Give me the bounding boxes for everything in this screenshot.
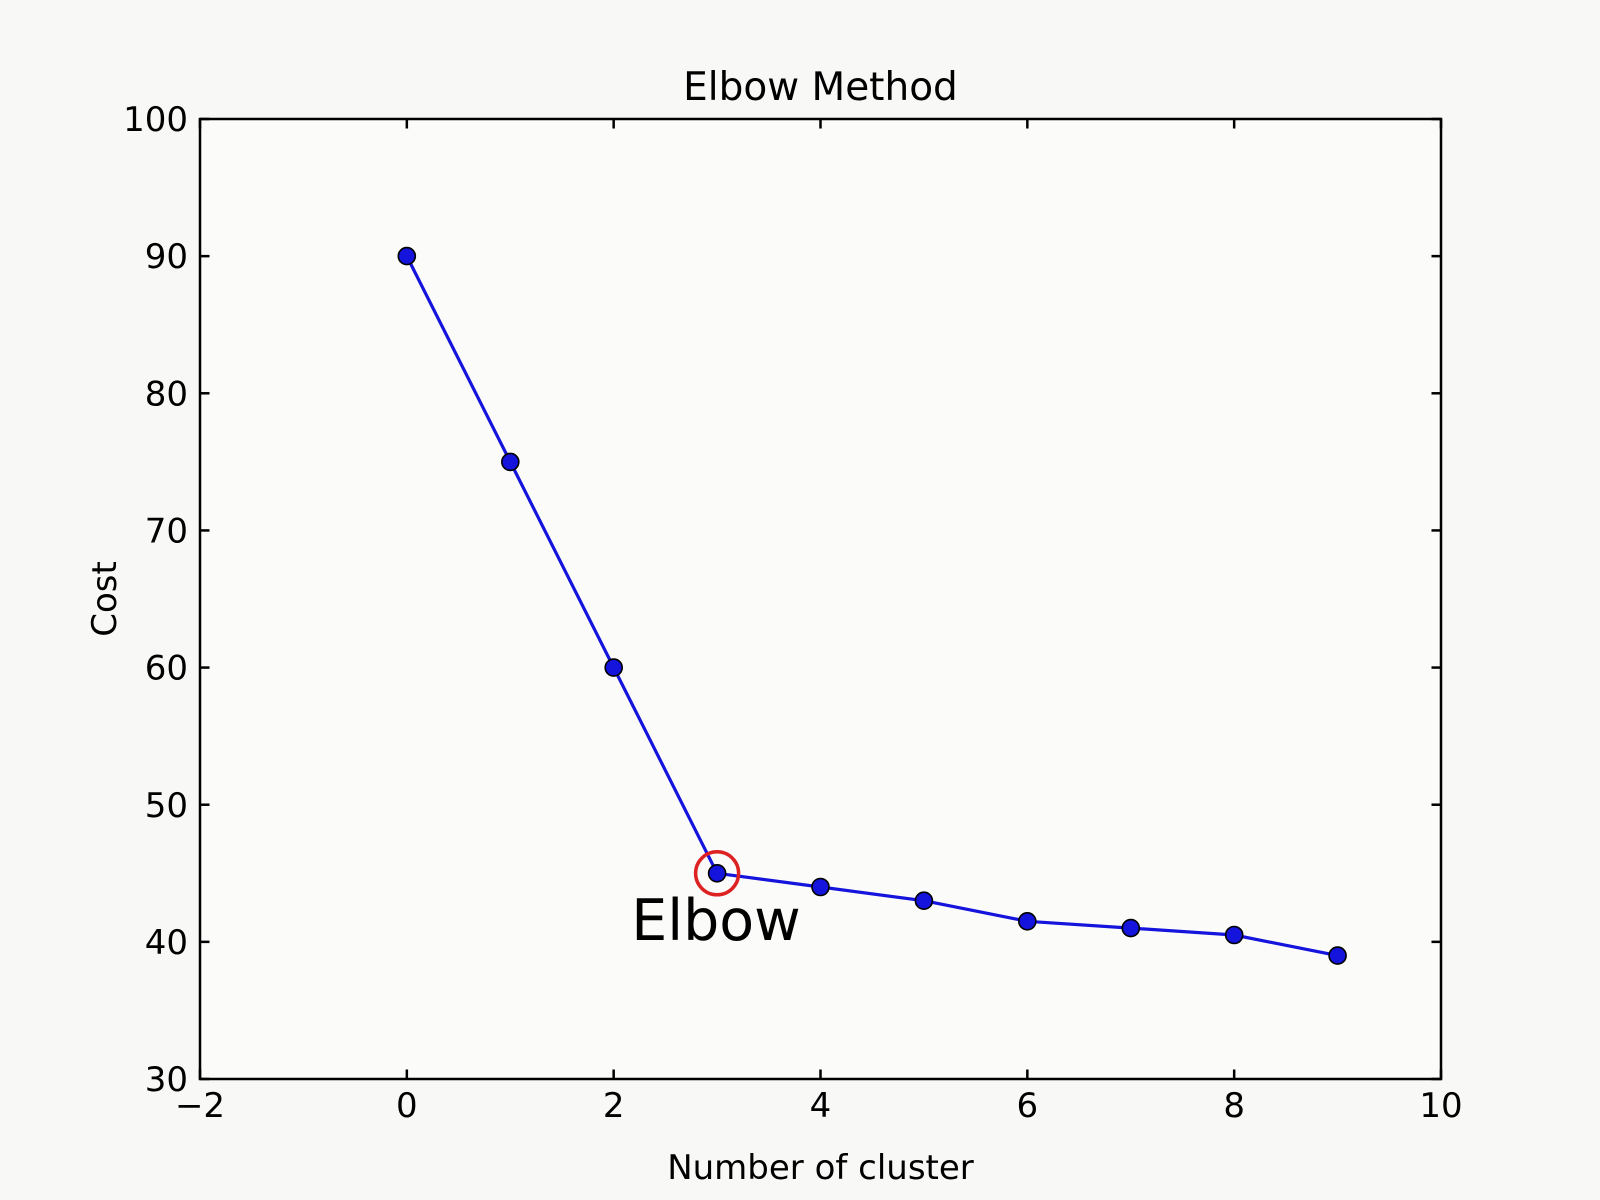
x-tick-label: 6 [1017, 1086, 1039, 1126]
y-tick-label: 70 [145, 511, 188, 551]
y-tick-label: 60 [145, 649, 188, 689]
data-point [914, 891, 934, 911]
elbow-annotation-circle [693, 850, 741, 897]
y-tick-label: 30 [145, 1060, 188, 1100]
data-point [1224, 925, 1244, 945]
x-tick-label: 4 [810, 1086, 832, 1126]
data-point [811, 877, 830, 897]
data-point [1328, 946, 1347, 965]
data-line [405, 254, 1340, 958]
data-point [604, 658, 624, 677]
elbow-annotation-label: Elbow [631, 888, 801, 954]
x-axis-label: Number of cluster [667, 1148, 974, 1188]
x-tick-label: 8 [1223, 1086, 1245, 1126]
y-tick-label: 100 [123, 100, 188, 140]
data-point [707, 863, 727, 883]
x-tick-label: 10 [1419, 1086, 1462, 1126]
data-point [397, 246, 417, 266]
y-tick-label: 50 [145, 786, 188, 826]
plot-area [200, 119, 1441, 1079]
x-tick-label: 0 [396, 1086, 418, 1126]
y-axis-label: Cost [85, 561, 125, 637]
axes-frame [198, 117, 1443, 1081]
data-point [1121, 918, 1141, 938]
chart-title: Elbow Method [683, 65, 958, 110]
x-tick-label: 2 [603, 1086, 625, 1126]
data-point [1018, 911, 1037, 931]
data-point [500, 452, 520, 472]
y-tick-label: 80 [145, 374, 188, 414]
y-tick-label: 90 [145, 237, 188, 277]
y-tick-label: 40 [145, 923, 188, 963]
x-tick-label: −2 [175, 1086, 225, 1126]
